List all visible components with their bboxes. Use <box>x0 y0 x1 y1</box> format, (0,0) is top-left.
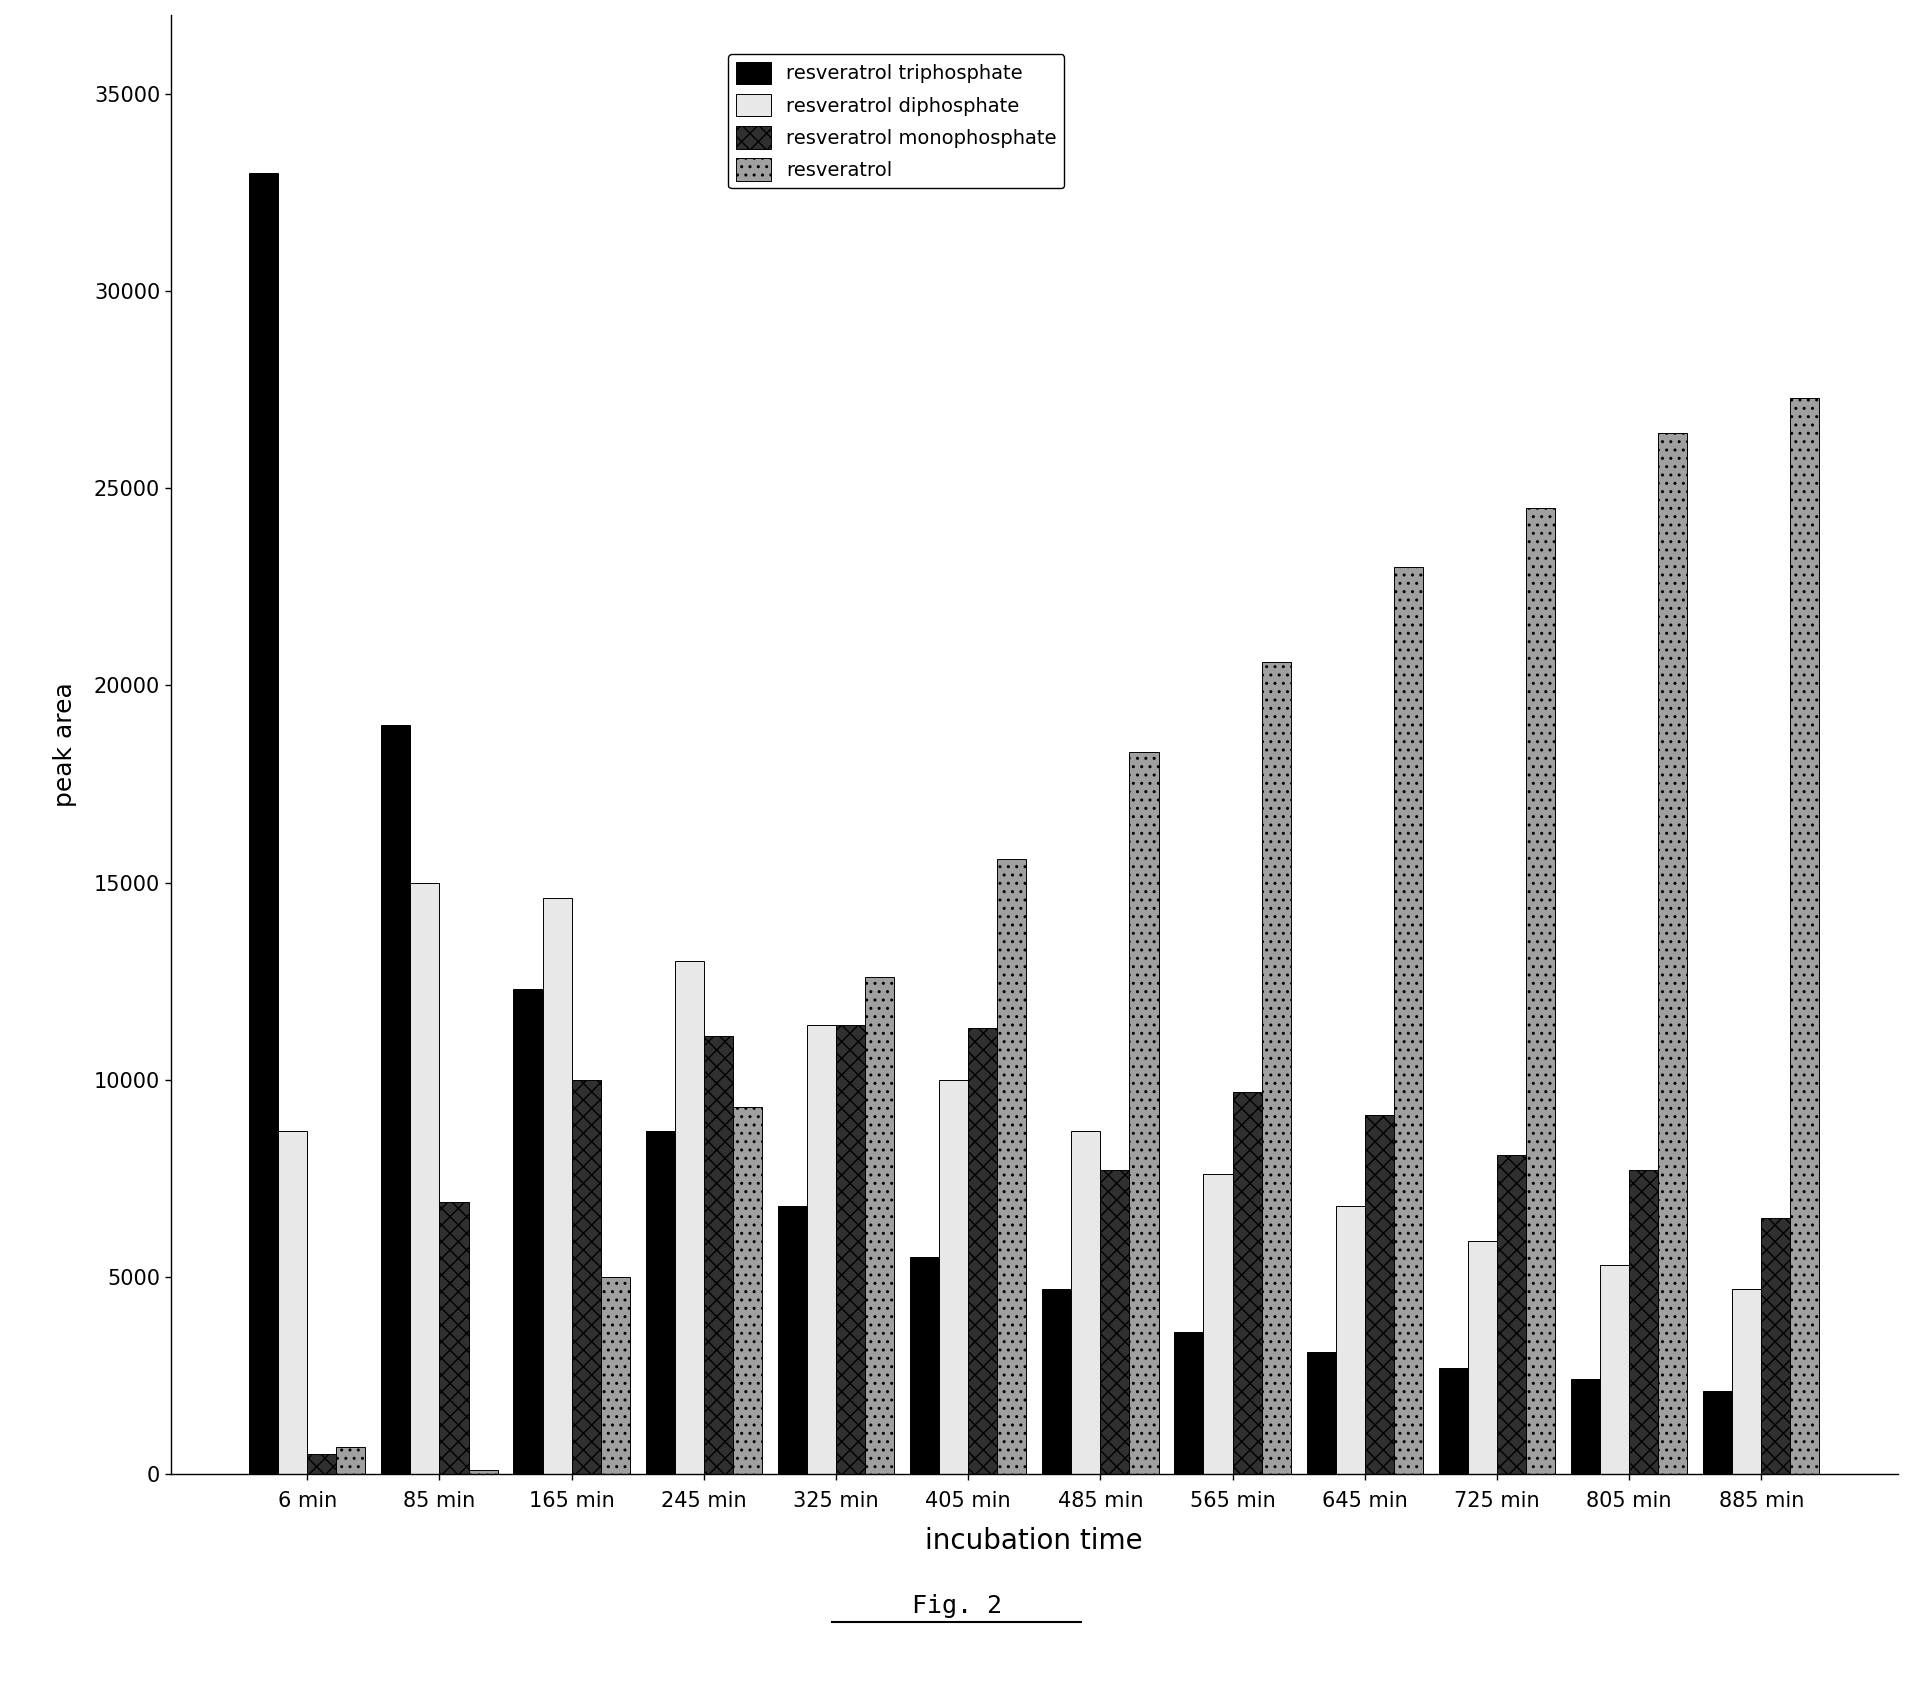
Bar <box>1395 567 1423 1475</box>
Bar <box>807 1024 836 1475</box>
Bar <box>733 1108 761 1475</box>
Bar <box>1129 753 1159 1475</box>
Bar <box>1791 398 1819 1475</box>
Bar <box>1100 1171 1129 1475</box>
Text: Fig. 2: Fig. 2 <box>911 1594 1002 1618</box>
Bar <box>1335 1205 1364 1475</box>
Bar <box>308 1454 337 1475</box>
Bar <box>381 725 411 1475</box>
Bar <box>647 1132 675 1475</box>
Bar <box>601 1277 629 1475</box>
Bar <box>1733 1289 1762 1475</box>
Bar <box>779 1205 807 1475</box>
Bar <box>1263 662 1291 1475</box>
Bar <box>337 1446 365 1475</box>
Bar <box>1203 1174 1232 1475</box>
Bar <box>1571 1379 1599 1475</box>
Bar <box>1364 1115 1395 1475</box>
Bar <box>704 1036 733 1475</box>
Bar <box>249 172 277 1475</box>
X-axis label: incubation time: incubation time <box>926 1528 1144 1555</box>
Y-axis label: peak area: peak area <box>54 683 77 807</box>
Bar <box>1630 1171 1659 1475</box>
Bar <box>1599 1265 1630 1475</box>
Bar <box>1762 1217 1791 1475</box>
Bar <box>997 859 1027 1475</box>
Bar <box>277 1132 308 1475</box>
Bar <box>543 898 572 1475</box>
Bar <box>1659 434 1687 1475</box>
Bar <box>911 1258 939 1475</box>
Bar <box>1232 1091 1263 1475</box>
Bar <box>836 1024 865 1475</box>
Bar <box>675 961 704 1475</box>
Legend: resveratrol triphosphate, resveratrol diphosphate, resveratrol monophosphate, re: resveratrol triphosphate, resveratrol di… <box>727 55 1064 188</box>
Bar <box>1498 1154 1527 1475</box>
Bar <box>1175 1331 1203 1475</box>
Bar <box>968 1029 997 1475</box>
Bar <box>1071 1132 1100 1475</box>
Bar <box>440 1202 469 1475</box>
Bar <box>1439 1367 1467 1475</box>
Bar <box>513 988 543 1475</box>
Bar <box>1307 1352 1335 1475</box>
Bar <box>939 1081 968 1475</box>
Bar <box>1467 1241 1498 1475</box>
Bar <box>865 976 893 1475</box>
Bar <box>572 1081 601 1475</box>
Bar <box>469 1470 497 1475</box>
Bar <box>411 883 440 1475</box>
Bar <box>1703 1391 1733 1475</box>
Bar <box>1527 509 1555 1475</box>
Bar <box>1043 1289 1071 1475</box>
